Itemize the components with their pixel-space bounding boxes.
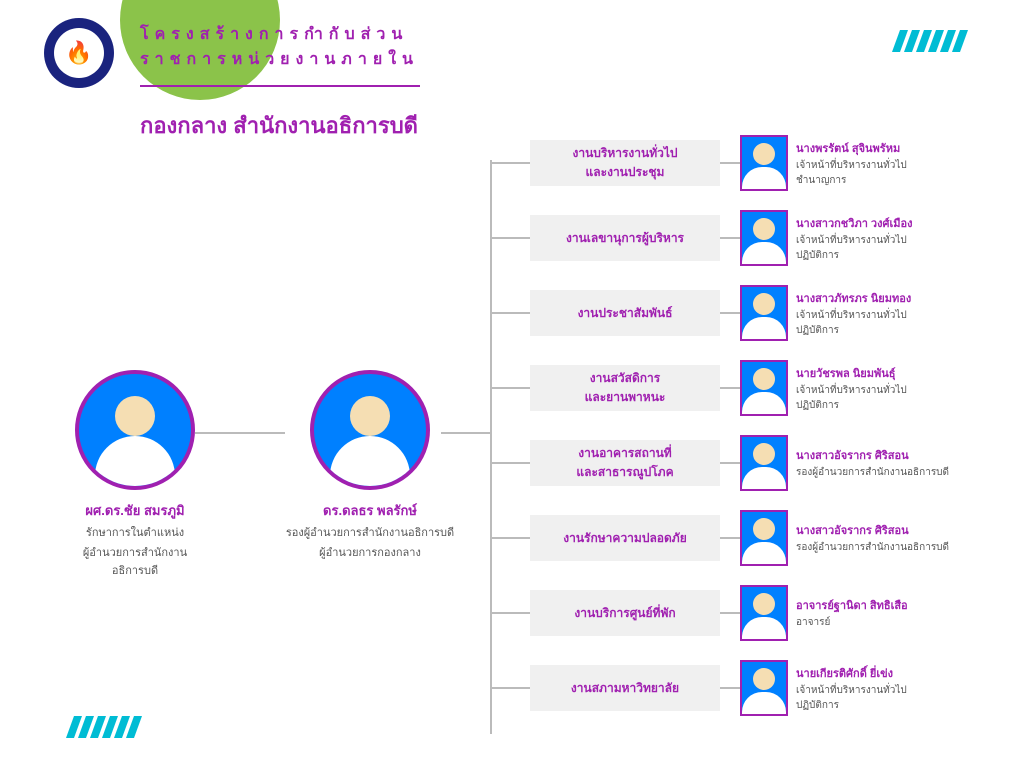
leader-2-name: ดร.ดลธร พลรักษ์ <box>275 500 465 521</box>
dept-box: งานรักษาความปลอดภัย <box>530 515 720 561</box>
staff-title: เจ้าหน้าที่บริหารงานทั่วไป ปฏิบัติการ <box>796 683 986 713</box>
staff-name: นายเกียรติศักดิ์ ยี่เข่ง <box>796 664 986 682</box>
dept-box: งานสวัสดิการ และยานพาหนะ <box>530 365 720 411</box>
dept-box: งานเลขานุการผู้บริหาร <box>530 215 720 261</box>
dept-box: งานสภามหาวิทยาลัย <box>530 665 720 711</box>
connector-line <box>720 387 740 389</box>
staff-photo <box>740 360 788 416</box>
dept-box: งานอาคารสถานที่ และสาธารณูปโภค <box>530 440 720 486</box>
university-logo: 🔥 <box>44 18 114 88</box>
connector-line <box>490 462 530 464</box>
decorative-slashes-top-right <box>896 30 964 52</box>
staff-text: นางพรรัตน์ สุจินพรัหมเจ้าหน้าที่บริหารงา… <box>796 139 986 188</box>
staff-photo <box>740 135 788 191</box>
leader-2: ดร.ดลธร พลรักษ์ รองผู้อำนวยการสำนักงานอธ… <box>275 370 465 561</box>
staff-title: รองผู้อำนวยการสำนักงานอธิการบดี <box>796 540 986 555</box>
staff-photo <box>740 435 788 491</box>
staff-text: นายวัชรพล นิยมพันธุ์เจ้าหน้าที่บริหารงาน… <box>796 364 986 413</box>
staff-title: เจ้าหน้าที่บริหารงานทั่วไป ปฏิบัติการ <box>796 308 986 338</box>
leader-1-title1: รักษาการในตำแหน่ง <box>60 523 210 541</box>
connector-line <box>720 162 740 164</box>
dept-row-2: งานประชาสัมพันธ์ นางสาวภัทรภร นิยมทองเจ้า… <box>490 285 986 341</box>
page-header: โครงสร้างการกำกับส่วน ราชการหน่วยงานภายใ… <box>140 22 419 72</box>
connector-line <box>490 312 530 314</box>
connector-l1-l2 <box>195 432 285 434</box>
connector-line <box>720 312 740 314</box>
staff-photo <box>740 585 788 641</box>
staff-photo <box>740 510 788 566</box>
leader-2-title2: ผู้อำนวยการกองกลาง <box>275 543 465 561</box>
connector-line <box>720 537 740 539</box>
header-divider <box>140 85 420 87</box>
dept-row-3: งานสวัสดิการ และยานพาหนะ นายวัชรพล นิยมพั… <box>490 360 986 416</box>
staff-title: เจ้าหน้าที่บริหารงานทั่วไป ปฏิบัติการ <box>796 233 986 263</box>
staff-name: นายวัชรพล นิยมพันธุ์ <box>796 364 986 382</box>
dept-box: งานบริหารงานทั่วไป และงานประชุม <box>530 140 720 186</box>
staff-name: นางสาวกชวิภา วงศ์เมือง <box>796 214 986 232</box>
staff-photo <box>740 210 788 266</box>
staff-text: นายเกียรติศักดิ์ ยี่เข่งเจ้าหน้าที่บริหา… <box>796 664 986 713</box>
staff-name: นางพรรัตน์ สุจินพรัหม <box>796 139 986 157</box>
staff-name: อาจารย์ฐานิดา สิทธิเสือ <box>796 596 986 614</box>
staff-name: นางสาวอัจรากร ศิริสอน <box>796 521 986 539</box>
dept-row-5: งานรักษาความปลอดภัย นางสาวอัจรากร ศิริสอน… <box>490 510 986 566</box>
staff-name: นางสาวอัจรากร ศิริสอน <box>796 446 986 464</box>
staff-photo <box>740 660 788 716</box>
connector-line <box>490 387 530 389</box>
staff-name: นางสาวภัทรภร นิยมทอง <box>796 289 986 307</box>
staff-title: เจ้าหน้าที่บริหารงานทั่วไป ปฏิบัติการ <box>796 383 986 413</box>
staff-photo <box>740 285 788 341</box>
leader-1-name: ผศ.ดร.ชัย สมรภูมิ <box>60 500 210 521</box>
staff-text: นางสาวภัทรภร นิยมทองเจ้าหน้าที่บริหารงาน… <box>796 289 986 338</box>
connector-line <box>490 162 530 164</box>
connector-line <box>490 687 530 689</box>
dept-row-6: งานบริการศูนย์ที่พัก อาจารย์ฐานิดา สิทธิเ… <box>490 585 986 641</box>
connector-line <box>490 537 530 539</box>
leader-1-title2: ผู้อำนวยการสำนักงานอธิการบดี <box>60 543 210 579</box>
page-subtitle: กองกลาง สำนักงานอธิการบดี <box>140 98 418 143</box>
staff-text: นางสาวอัจรากร ศิริสอนรองผู้อำนวยการสำนัก… <box>796 521 986 555</box>
connector-line <box>720 462 740 464</box>
dept-box: งานบริการศูนย์ที่พัก <box>530 590 720 636</box>
staff-text: นางสาวกชวิภา วงศ์เมืองเจ้าหน้าที่บริหารง… <box>796 214 986 263</box>
connector-line <box>490 237 530 239</box>
connector-line <box>720 687 740 689</box>
connector-line <box>720 612 740 614</box>
staff-title: เจ้าหน้าที่บริหารงานทั่วไป ชำนาญการ <box>796 158 986 188</box>
connector-line <box>720 237 740 239</box>
header-line-1: โครงสร้างการกำกับส่วน <box>140 22 419 47</box>
staff-text: นางสาวอัจรากร ศิริสอนรองผู้อำนวยการสำนัก… <box>796 446 986 480</box>
connector-l2-tree <box>441 432 491 434</box>
flame-icon: 🔥 <box>65 40 92 66</box>
leader-1: ผศ.ดร.ชัย สมรภูมิ รักษาการในตำแหน่ง ผู้อ… <box>60 370 210 579</box>
dept-row-7: งานสภามหาวิทยาลัย นายเกียรติศักดิ์ ยี่เข่… <box>490 660 986 716</box>
dept-box: งานประชาสัมพันธ์ <box>530 290 720 336</box>
dept-row-0: งานบริหารงานทั่วไป และงานประชุม นางพรรัตน… <box>490 135 986 191</box>
dept-row-1: งานเลขานุการผู้บริหาร นางสาวกชวิภา วงศ์เม… <box>490 210 986 266</box>
dept-row-4: งานอาคารสถานที่ และสาธารณูปโภค นางสาวอัจร… <box>490 435 986 491</box>
connector-line <box>490 612 530 614</box>
leader-2-photo <box>310 370 430 490</box>
staff-title: อาจารย์ <box>796 615 986 630</box>
leader-1-photo <box>75 370 195 490</box>
leader-2-title1: รองผู้อำนวยการสำนักงานอธิการบดี <box>275 523 465 541</box>
decorative-slashes-bottom-left <box>70 716 138 738</box>
header-line-2: ราชการหน่วยงานภายใน <box>140 47 419 72</box>
staff-title: รองผู้อำนวยการสำนักงานอธิการบดี <box>796 465 986 480</box>
staff-text: อาจารย์ฐานิดา สิทธิเสืออาจารย์ <box>796 596 986 630</box>
